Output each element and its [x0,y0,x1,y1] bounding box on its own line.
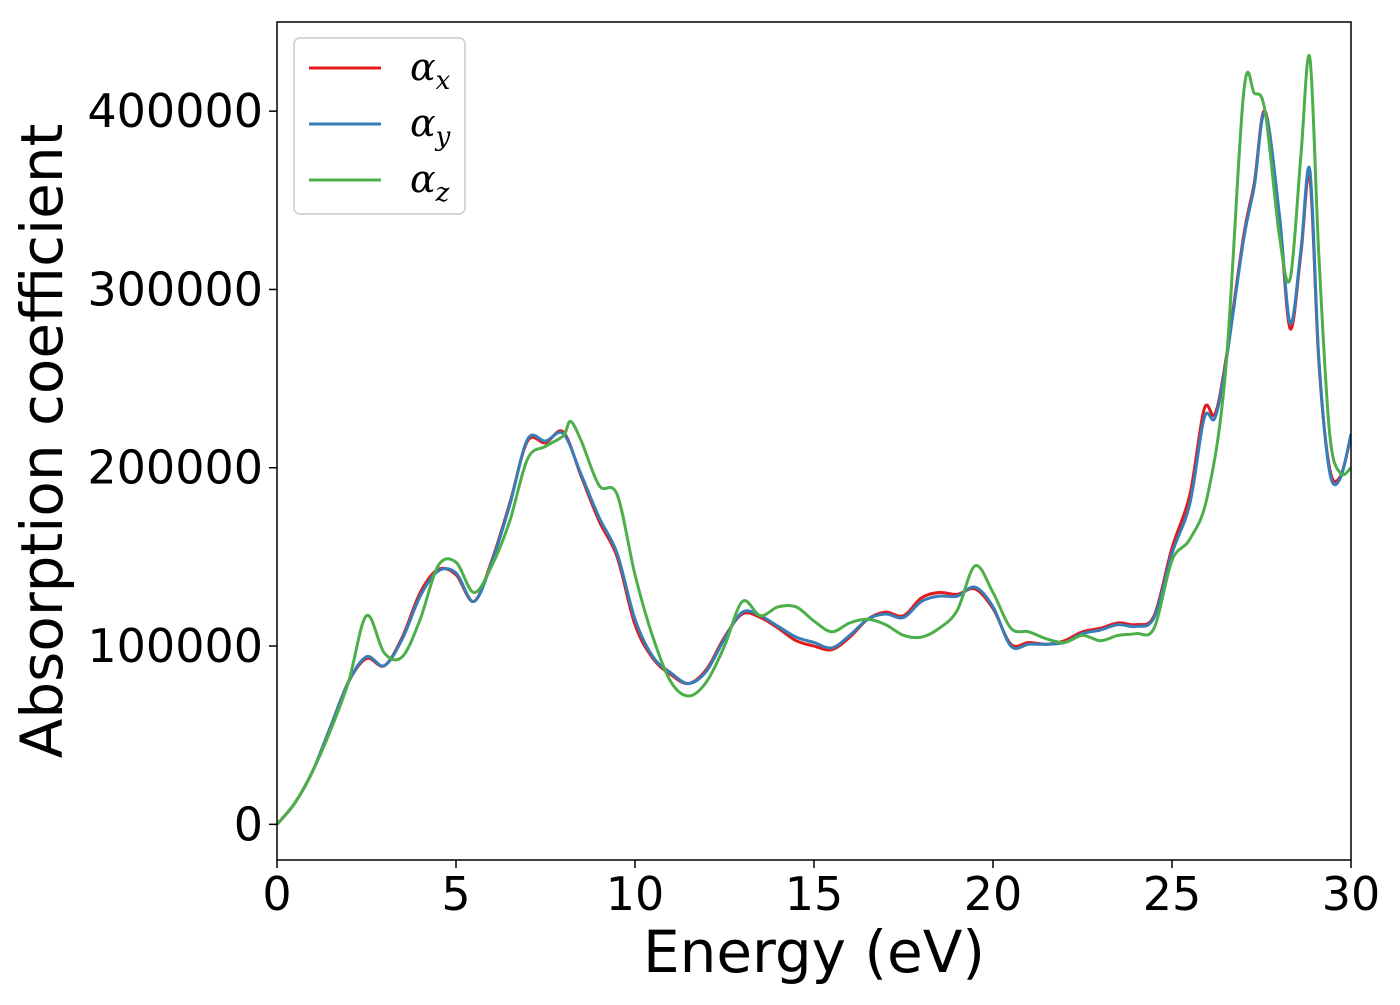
y-tick-label: 400000 [87,84,263,138]
legend-label-z: αz [410,157,450,208]
y-tick-label: 0 [234,797,263,851]
series-lines [277,53,1351,826]
x-axis-ticks: 0 5 10 15 20 25 30 [262,860,1380,921]
y-tick-label: 200000 [87,441,263,495]
x-tick-label: 10 [606,867,665,921]
legend-label-y: αy [410,101,451,152]
x-tick-label: 25 [1143,867,1202,921]
legend-box [293,37,466,215]
x-axis-label: Energy (eV) [643,918,985,986]
x-tick-label: 5 [441,867,470,921]
y-tick-label: 100000 [87,619,263,673]
y-tick-label: 300000 [87,262,263,316]
x-tick-label: 30 [1322,867,1381,921]
series-line-z [277,53,1351,826]
series-line-x [277,109,1351,826]
legend-label-x: αx [410,45,451,96]
x-tick-label: 15 [785,867,844,921]
y-axis-ticks: 0 100000 200000 300000 400000 [87,84,277,851]
series-line-y [277,111,1351,826]
x-tick-label: 0 [262,867,291,921]
y-axis-label: Absorption coefficient [8,124,76,759]
x-tick-label: 20 [964,867,1023,921]
